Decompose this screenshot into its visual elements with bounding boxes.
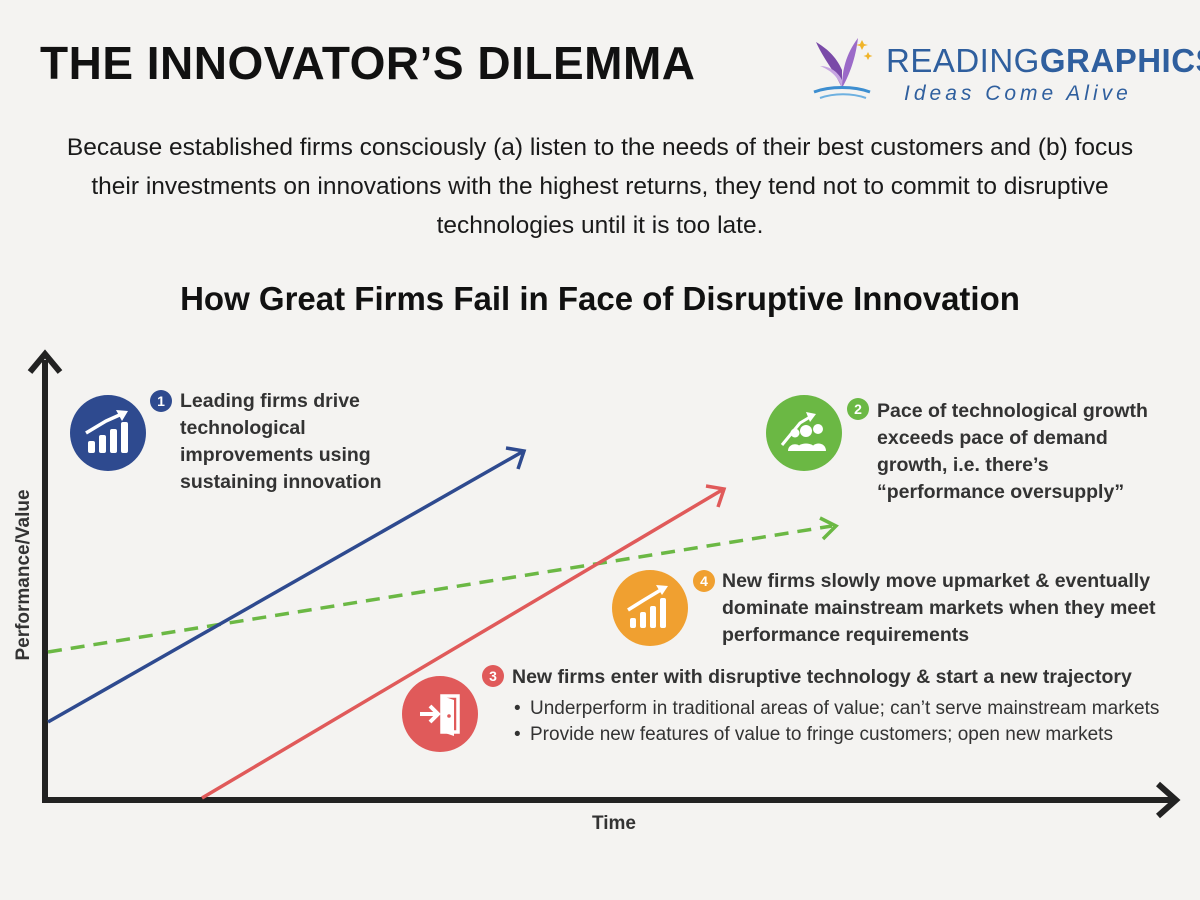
book-butterfly-icon xyxy=(813,38,873,99)
point-3-bullet: Provide new features of value to fringe … xyxy=(512,722,1192,748)
intro-text: Because established firms consciously (a… xyxy=(66,134,1134,239)
point-3-number: 3 xyxy=(482,665,504,687)
people-growth-icon xyxy=(780,412,826,451)
sustaining-line xyxy=(47,450,523,724)
brand-logo: READINGGRAPHICS Ideas Come Alive xyxy=(812,30,1200,110)
point-3-badge xyxy=(402,676,478,752)
sustaining-line-arrow xyxy=(505,446,527,470)
y-axis-label: Performance/Value xyxy=(13,489,34,661)
point-4-text: New firms slowly move upmarket & eventua… xyxy=(722,570,1156,646)
demand-line xyxy=(47,524,833,654)
point-3-bullet: Underperform in traditional areas of val… xyxy=(512,696,1192,722)
x-axis-arrow xyxy=(1156,781,1181,819)
page-title: THE INNOVATOR’S DILEMMA xyxy=(40,37,696,89)
point-3-bullets: Underperform in traditional areas of val… xyxy=(512,696,1192,748)
demand-line-arrow xyxy=(819,516,839,541)
door-enter-icon xyxy=(420,694,460,736)
point-2-text: Pace of technological growth exceeds pac… xyxy=(877,400,1148,503)
point-2-badge xyxy=(766,395,842,471)
point-4-badge xyxy=(612,570,688,646)
brand-tagline: Ideas Come Alive xyxy=(904,82,1132,105)
point-1-number: 1 xyxy=(150,390,172,412)
disruptive-line-arrow xyxy=(705,484,727,508)
point-1-badge xyxy=(70,395,146,471)
growth-chart-icon xyxy=(627,585,668,628)
point-3-text: New firms enter with disruptive technolo… xyxy=(512,666,1132,688)
point-2-number: 2 xyxy=(847,398,869,420)
diagram-title: How Great Firms Fail in Face of Disrupti… xyxy=(180,280,1020,317)
point-4-number: 4 xyxy=(693,570,715,592)
growth-chart-icon xyxy=(85,410,128,453)
point-1-text: Leading firms drive technological improv… xyxy=(180,390,382,493)
y-axis-arrow xyxy=(27,349,63,374)
x-axis-label: Time xyxy=(591,813,637,834)
brand-name: READINGGRAPHICS xyxy=(886,42,1200,79)
disruptive-line xyxy=(201,488,723,800)
